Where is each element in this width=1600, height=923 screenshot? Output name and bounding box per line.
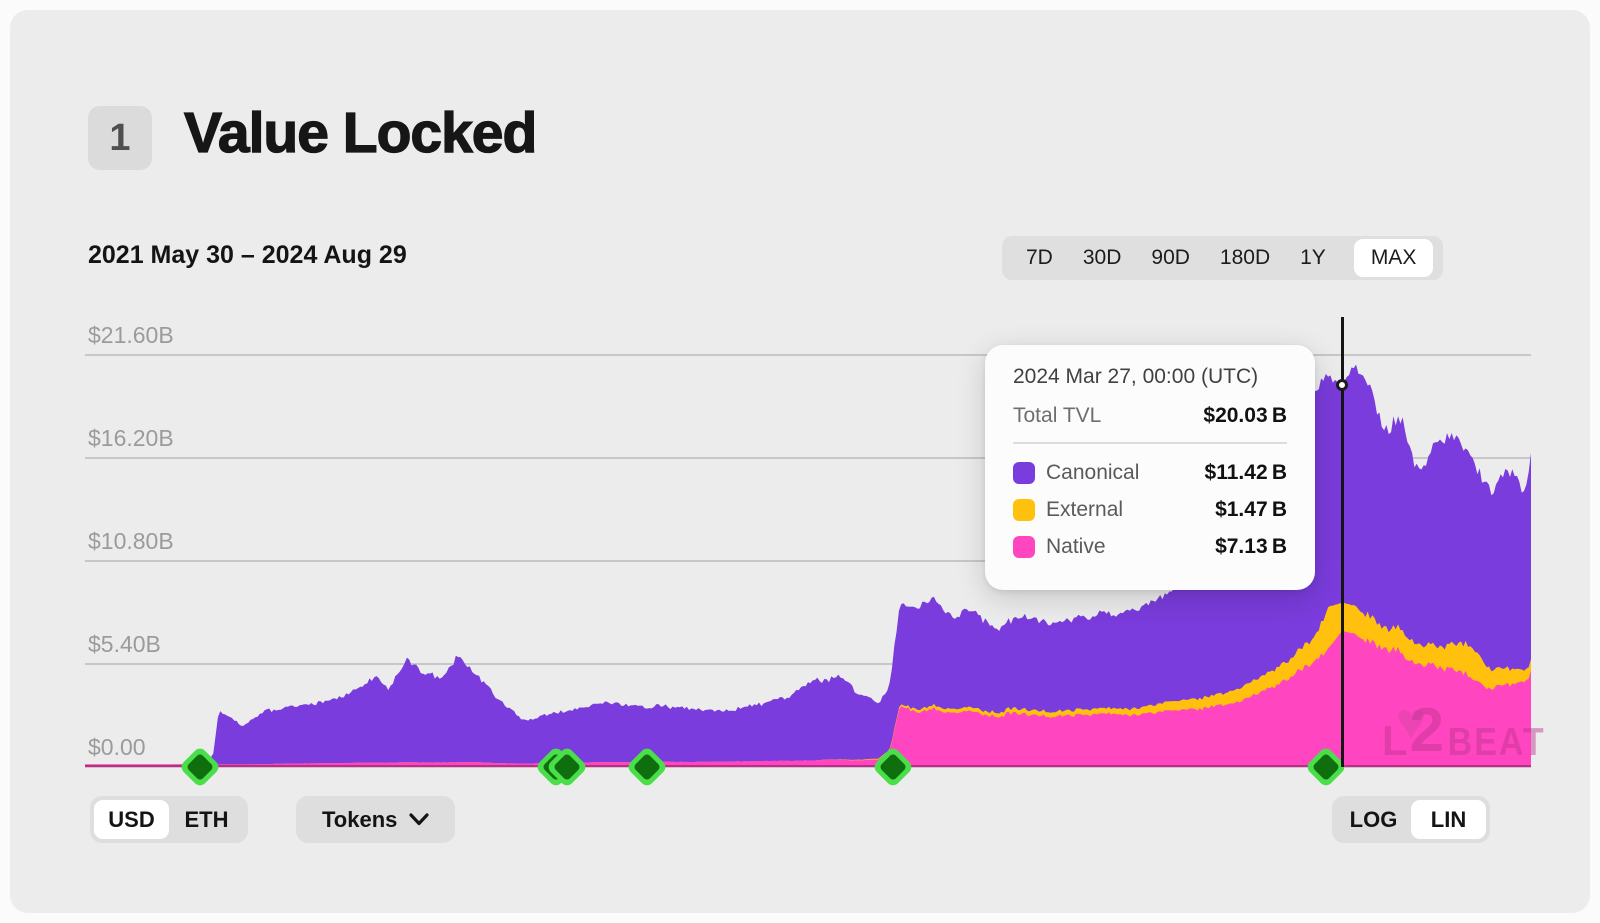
section-number-badge: 1 [88, 106, 152, 170]
heart-icon: ♥ [1395, 693, 1427, 751]
gridline [85, 560, 1531, 562]
y-axis-tick-label: $5.40B [88, 631, 161, 657]
y-axis-tick-label: $10.80B [88, 528, 174, 554]
y-axis-tick-label: $16.20B [88, 425, 174, 451]
tooltip-row-value: $11.42 B [1204, 460, 1287, 484]
tooltip-row-native: Native $7.13 B [1013, 528, 1287, 565]
milestone-diamond-inner [553, 752, 582, 782]
chart-baseline [85, 765, 1531, 767]
tvl-stacked-area-chart[interactable] [85, 305, 1531, 768]
tooltip-row-label: Canonical [1046, 460, 1140, 484]
currency-option-usd[interactable]: USD [94, 800, 169, 839]
range-option-30d[interactable]: 30D [1082, 246, 1122, 269]
tooltip-timestamp: 2024 Mar 27, 00:00 (UTC) [1013, 365, 1259, 388]
scale-option-lin[interactable]: LIN [1411, 800, 1486, 839]
y-axis-tick-label: $0.00 [88, 734, 146, 760]
range-option-90d[interactable]: 90D [1151, 246, 1190, 269]
milestone-diamond-inner [185, 752, 214, 782]
range-option-1y[interactable]: 1Y [1300, 246, 1326, 269]
range-option-max[interactable]: MAX [1353, 239, 1434, 277]
gridline [85, 663, 1531, 665]
crosshair-point [1336, 378, 1349, 391]
tooltip-row-canonical: Canonical $11.42 B [1013, 454, 1287, 491]
crosshair-line [1340, 317, 1344, 767]
milestone-diamond-inner [632, 752, 661, 782]
value-locked-card: 1 Value Locked 2021 May 30 – 2024 Aug 29… [10, 10, 1590, 913]
range-option-180d[interactable]: 180D [1219, 246, 1271, 269]
native-swatch-icon [1013, 535, 1035, 558]
scale-toggle: LOG LIN [1332, 796, 1490, 843]
watermark-heart-2: ♥ 2 [1396, 696, 1448, 765]
tooltip-row-value: $7.13 B [1215, 534, 1287, 558]
tooltip-legend-rows: Canonical $11.42 B External $1.47 B Native $7… [1013, 454, 1287, 565]
milestone-diamond-inner [878, 752, 907, 782]
tooltip-row-label: External [1046, 497, 1124, 521]
native-area [85, 631, 1531, 767]
tooltip-divider [1013, 442, 1287, 444]
page-title: Value Locked [183, 100, 538, 165]
tooltip-total-value: $20.03 B [1203, 404, 1287, 427]
watermark-letter-l: L [1382, 717, 1408, 764]
watermark-digit-2: 2 [1409, 696, 1445, 765]
currency-toggle: USD ETH [90, 796, 248, 843]
canonical-area [85, 364, 1531, 767]
tooltip-row-external: External $1.47 B [1013, 491, 1287, 528]
range-option-7d[interactable]: 7D [1026, 246, 1053, 269]
l2beat-watermark: L ♥ 2 BEAT [1382, 696, 1546, 765]
tokens-dropdown-button[interactable]: Tokens [296, 796, 456, 843]
tokens-label: Tokens [322, 806, 398, 832]
milestone-diamond-inner [1312, 752, 1341, 782]
tooltip-row-label: Native [1046, 534, 1106, 558]
currency-option-eth[interactable]: ETH [184, 806, 229, 832]
tooltip-total-label: Total TVL [1013, 404, 1102, 427]
watermark-beat: BEAT [1447, 720, 1546, 765]
chevron-down-icon [409, 813, 429, 826]
canonical-swatch-icon [1013, 461, 1035, 484]
tooltip-row-value: $1.47 B [1215, 497, 1287, 521]
chart-date-range: 2021 May 30 – 2024 Aug 29 [88, 241, 407, 269]
scale-option-log[interactable]: LOG [1349, 806, 1398, 832]
gridline [85, 457, 1531, 459]
external-swatch-icon [1013, 498, 1035, 521]
gridline [85, 354, 1531, 356]
time-range-selector: 7D 30D 90D 180D 1Y MAX [1002, 236, 1444, 280]
chart-tooltip: 2024 Mar 27, 00:00 (UTC) Total TVL $20.0… [985, 345, 1315, 590]
y-axis-tick-label: $21.60B [88, 322, 174, 348]
